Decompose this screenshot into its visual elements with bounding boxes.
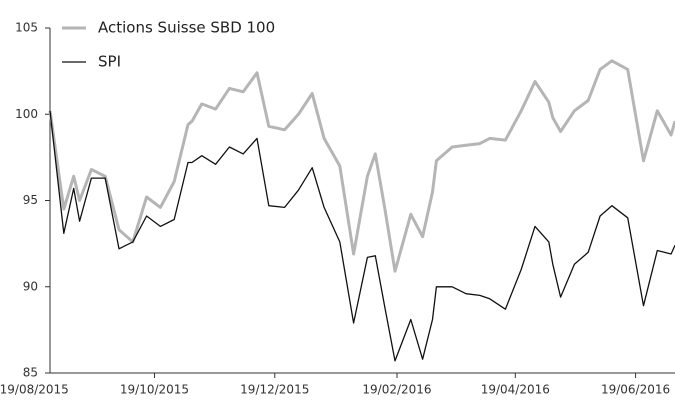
legend-label: SPI <box>98 53 121 71</box>
y-tick-label: 100 <box>15 107 38 121</box>
x-tick-label: 19/02/2016 <box>362 383 431 397</box>
x-tick-label: 19/12/2015 <box>240 383 309 397</box>
y-tick-label: 90 <box>23 279 38 293</box>
x-tick-label: 19/10/2015 <box>120 383 189 397</box>
y-tick-label: 105 <box>15 21 38 35</box>
series-line <box>49 110 675 362</box>
series-line <box>48 59 675 273</box>
y-tick-label: 85 <box>23 366 38 380</box>
x-tick-label: 19/04/2016 <box>481 383 550 397</box>
x-tick-label: 19/08/2015 <box>0 383 69 397</box>
x-tick-label: 19/06/2016 <box>601 383 670 397</box>
y-tick-label: 95 <box>23 193 38 207</box>
legend-label: Actions Suisse SBD 100 <box>98 19 275 37</box>
